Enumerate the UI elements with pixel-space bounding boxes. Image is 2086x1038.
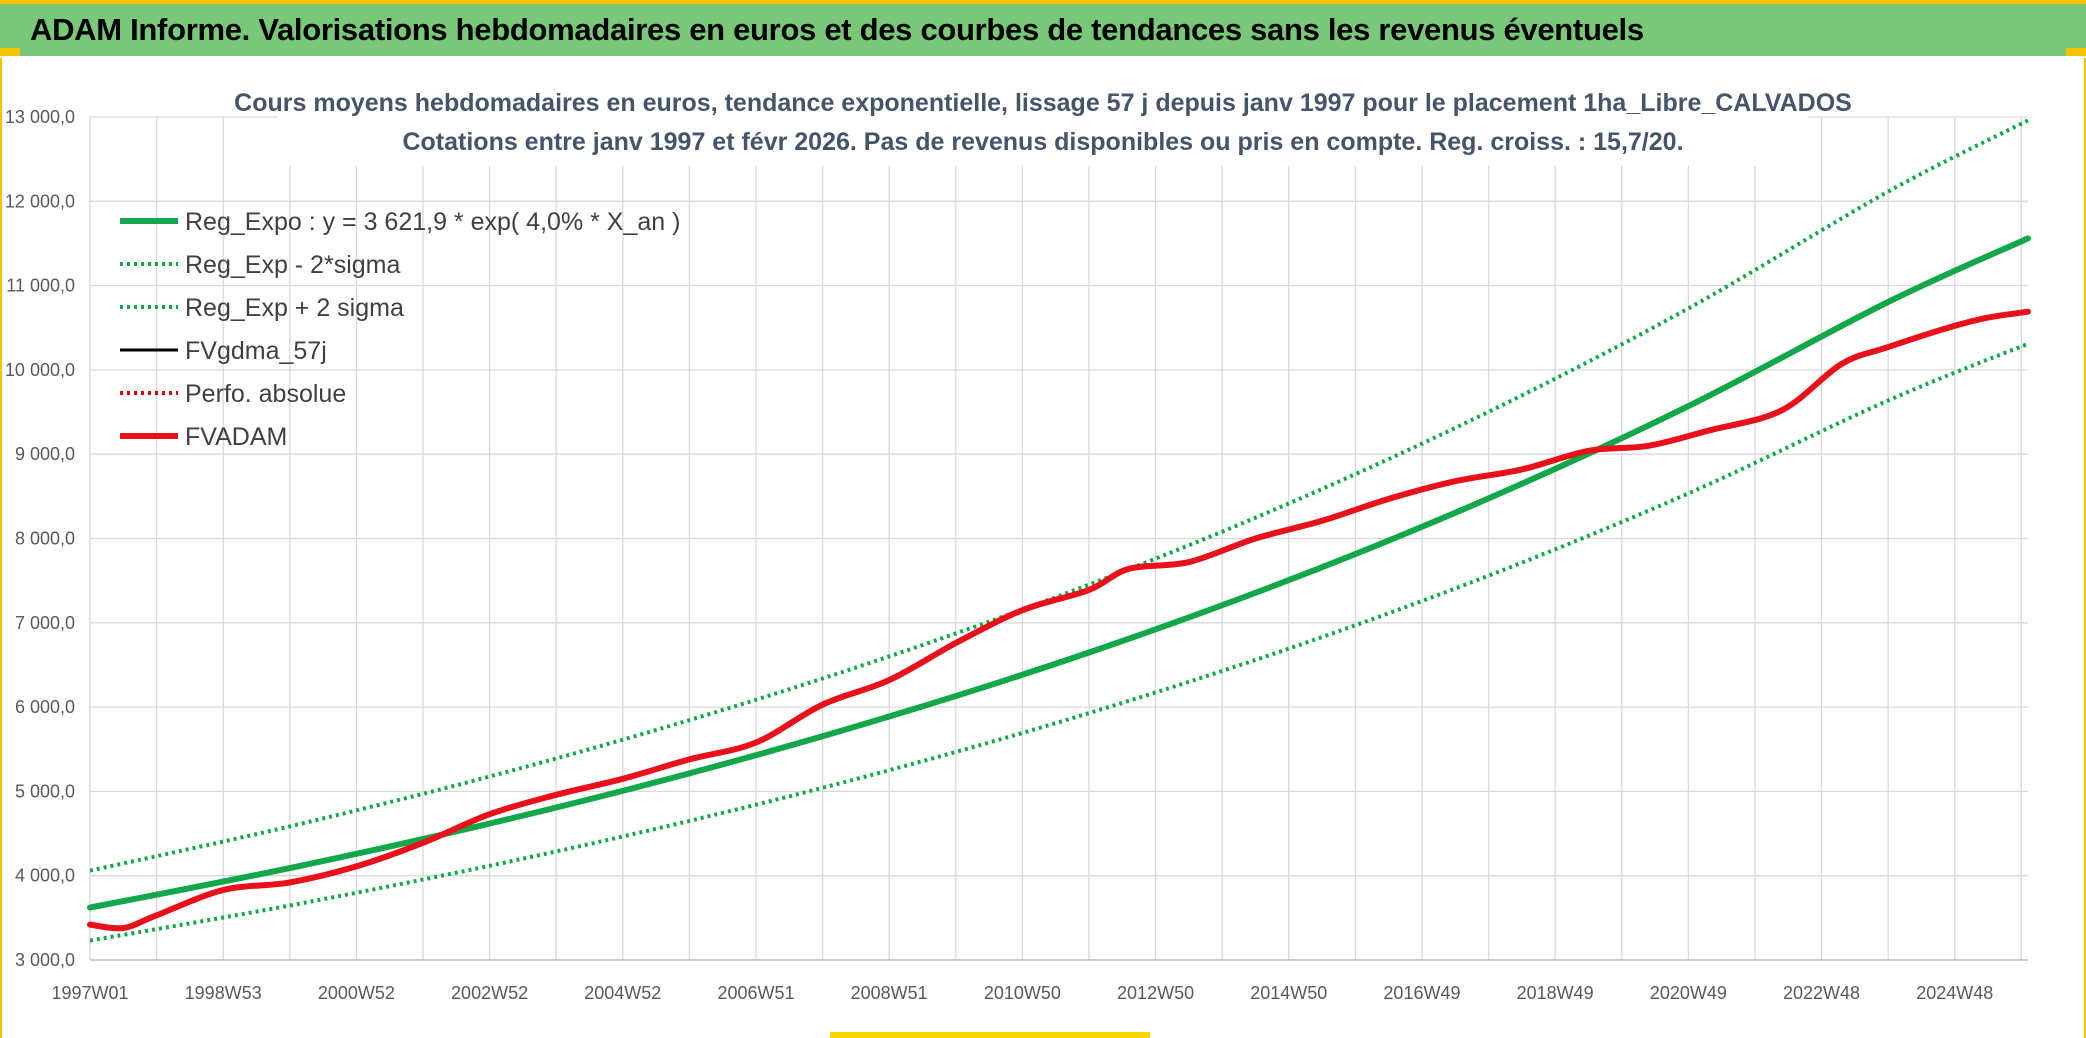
x-tick-label: 2000W52 — [318, 983, 395, 1003]
x-tick-label: 2010W50 — [984, 983, 1061, 1003]
y-tick-label: 10 000,0 — [5, 360, 75, 380]
bottom-accent-strip — [830, 1032, 1150, 1038]
legend-label: FVgdma_57j — [185, 337, 327, 365]
y-tick-label: 9 000,0 — [15, 444, 75, 464]
y-tick-label: 7 000,0 — [15, 613, 75, 633]
legend-label: FVADAM — [185, 423, 287, 451]
legend-label: Reg_Exp + 2 sigma — [185, 294, 404, 322]
x-tick-label: 2008W51 — [851, 983, 928, 1003]
x-tick-label: 2020W49 — [1650, 983, 1727, 1003]
chart-title: Cours moyens hebdomadaires en euros, ten… — [234, 89, 1852, 117]
legend-label: Reg_Exp - 2*sigma — [185, 251, 400, 279]
y-tick-label: 6 000,0 — [15, 697, 75, 717]
x-tick-label: 2012W50 — [1117, 983, 1194, 1003]
y-tick-label: 8 000,0 — [15, 529, 75, 549]
x-tick-label: 2004W52 — [584, 983, 661, 1003]
y-tick-label: 11 000,0 — [6, 276, 75, 296]
x-tick-label: 1997W01 — [51, 983, 128, 1003]
banner-corner-right — [2066, 48, 2086, 56]
series-line-0 — [87, 235, 2031, 911]
grid-layer — [89, 116, 2028, 961]
x-tick-label: 2014W50 — [1250, 983, 1327, 1003]
x-tick-label: 2016W49 — [1383, 983, 1460, 1003]
x-tick-label: 2022W48 — [1783, 983, 1860, 1003]
x-tick-label: 1998W53 — [185, 983, 262, 1003]
x-tick-label: 2006W51 — [717, 983, 794, 1003]
series-line-1 — [89, 341, 2029, 943]
legend: Reg_Expo : y = 3 621,9 * exp( 4,0% * X_a… — [120, 208, 680, 451]
y-tick-label: 5 000,0 — [15, 781, 75, 801]
legend-label: Reg_Expo : y = 3 621,9 * exp( 4,0% * X_a… — [185, 208, 680, 236]
y-tick-label: 3 000,0 — [15, 950, 75, 970]
legend-label: Perfo. absolue — [185, 380, 346, 408]
series-layer — [87, 118, 2031, 943]
chart-title-background — [278, 78, 1808, 166]
series-line-5 — [87, 308, 2031, 932]
report-banner: ADAM Informe. Valorisations hebdomadaire… — [0, 0, 2086, 56]
y-tick-label: 13 000,0 — [5, 107, 75, 127]
chart-subtitle: Cotations entre janv 1997 et févr 2026. … — [402, 128, 1683, 156]
banner-corner-left — [0, 48, 20, 56]
chart-frame — [0, 58, 2086, 1038]
y-tick-label: 4 000,0 — [15, 866, 75, 886]
report-title: ADAM Informe. Valorisations hebdomadaire… — [30, 12, 1644, 47]
x-tick-label: 2024W48 — [1916, 983, 1993, 1003]
x-tick-label: 2018W49 — [1517, 983, 1594, 1003]
x-tick-label: 2002W52 — [451, 983, 528, 1003]
y-tick-label: 12 000,0 — [5, 191, 75, 211]
axis-labels: 3 000,0 4 000,0 5 000,0 6 000,0 7 000,0 8 000… — [5, 107, 1993, 1003]
